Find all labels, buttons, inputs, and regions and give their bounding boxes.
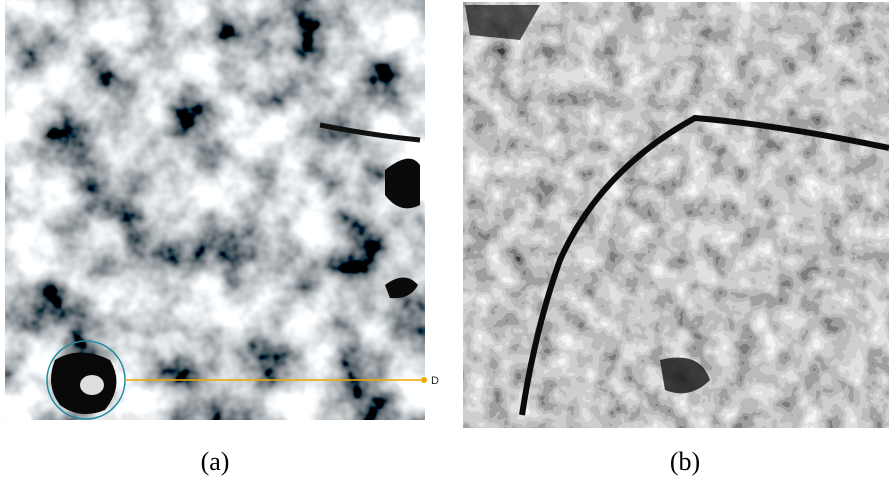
measure-point <box>421 377 427 383</box>
panel-a: D <box>5 0 439 420</box>
annotation: D <box>431 375 439 387</box>
figure: D (a) (b) <box>0 0 889 478</box>
panel-b <box>463 2 889 428</box>
caption: (a) <box>201 447 230 476</box>
bright-spot <box>80 375 104 395</box>
caption: (b) <box>670 447 700 476</box>
